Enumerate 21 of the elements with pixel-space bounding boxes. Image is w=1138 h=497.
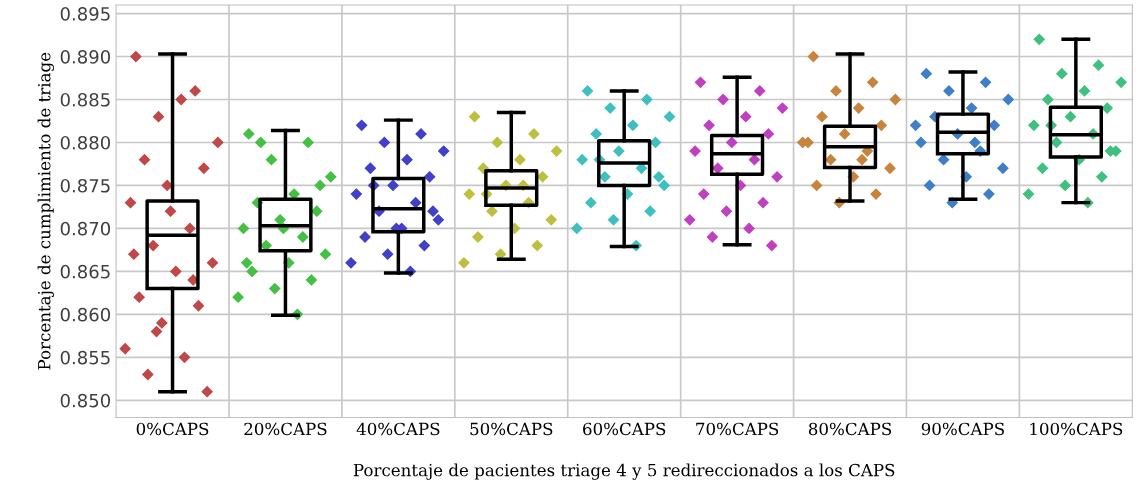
y-tick-label: 0.865 xyxy=(60,264,110,279)
y-tick-label: 0.860 xyxy=(60,307,111,322)
y-axis-title: Porcentaje de cumplimiento de triage xyxy=(37,52,54,370)
x-tick-label: 100%CAPS xyxy=(1030,422,1123,436)
x-tick-label: 60%CAPS xyxy=(583,422,666,436)
y-tick-label: 0.885 xyxy=(60,92,110,107)
x-tick-label: 90%CAPS xyxy=(921,422,1004,436)
y-tick-label: 0.855 xyxy=(60,350,110,365)
y-tick-label: 0.875 xyxy=(60,178,110,193)
x-axis-title: Porcentaje de pacientes triage 4 y 5 redireccionados a los CAPS xyxy=(353,463,895,480)
y-tick-label: 0.870 xyxy=(60,221,111,236)
y-tick-label: 0.880 xyxy=(60,135,111,150)
x-tick-label: 80%CAPS xyxy=(808,422,892,436)
y-tick-label: 0.890 xyxy=(60,49,111,64)
y-tick-label: 0.850 xyxy=(60,393,111,408)
x-tick-label: 0%CAPS xyxy=(136,422,209,436)
x-tick-label: 40%CAPS xyxy=(356,422,440,436)
x-tick-label: 20%CAPS xyxy=(244,422,327,436)
y-tick-label: 0.895 xyxy=(60,7,110,21)
x-tick-label: 70%CAPS xyxy=(696,422,779,436)
x-tick-label: 50%CAPS xyxy=(470,422,553,436)
